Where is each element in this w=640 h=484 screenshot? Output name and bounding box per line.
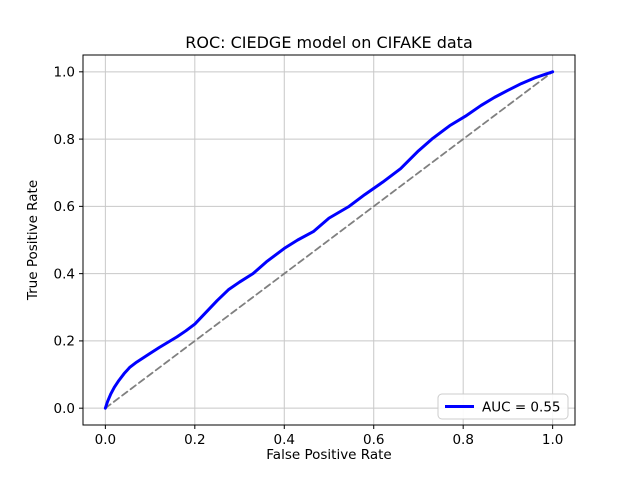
series-lines — [103, 70, 555, 410]
legend-box — [437, 393, 569, 420]
x-tick-label: 0.2 — [184, 432, 205, 448]
x-tick-label: 0.0 — [95, 432, 116, 448]
legend: AUC = 0.55 — [437, 393, 569, 420]
axes-frame — [82, 54, 576, 426]
y-tick-label: 0.0 — [54, 401, 75, 417]
x-tick-label: 0.4 — [274, 432, 295, 448]
y-tick-label: 0.4 — [54, 266, 75, 282]
y-ticks: 0.0 0.2 0.4 0.6 0.8 1.0 — [54, 65, 83, 417]
x-tick-label: 1.0 — [542, 432, 563, 448]
x-tick-label: 0.8 — [452, 432, 473, 448]
y-tick-label: 0.2 — [54, 334, 75, 350]
x-tick-label: 0.6 — [363, 432, 384, 448]
y-tick-label: 1.0 — [54, 65, 75, 81]
y-tick-label: 0.8 — [54, 132, 75, 148]
chance-diagonal-line — [104, 70, 554, 410]
y-axis-label: True Positive Rate — [25, 180, 41, 301]
y-tick-label: 0.6 — [54, 199, 75, 215]
x-axis-label: False Positive Rate — [266, 447, 391, 463]
roc-curve-line — [103, 70, 555, 410]
chart-title: ROC: CIEDGE model on CIFAKE data — [185, 33, 473, 52]
legend-label: AUC = 0.55 — [482, 400, 561, 416]
x-ticks: 0.0 0.2 0.4 0.6 0.8 1.0 — [95, 425, 563, 448]
